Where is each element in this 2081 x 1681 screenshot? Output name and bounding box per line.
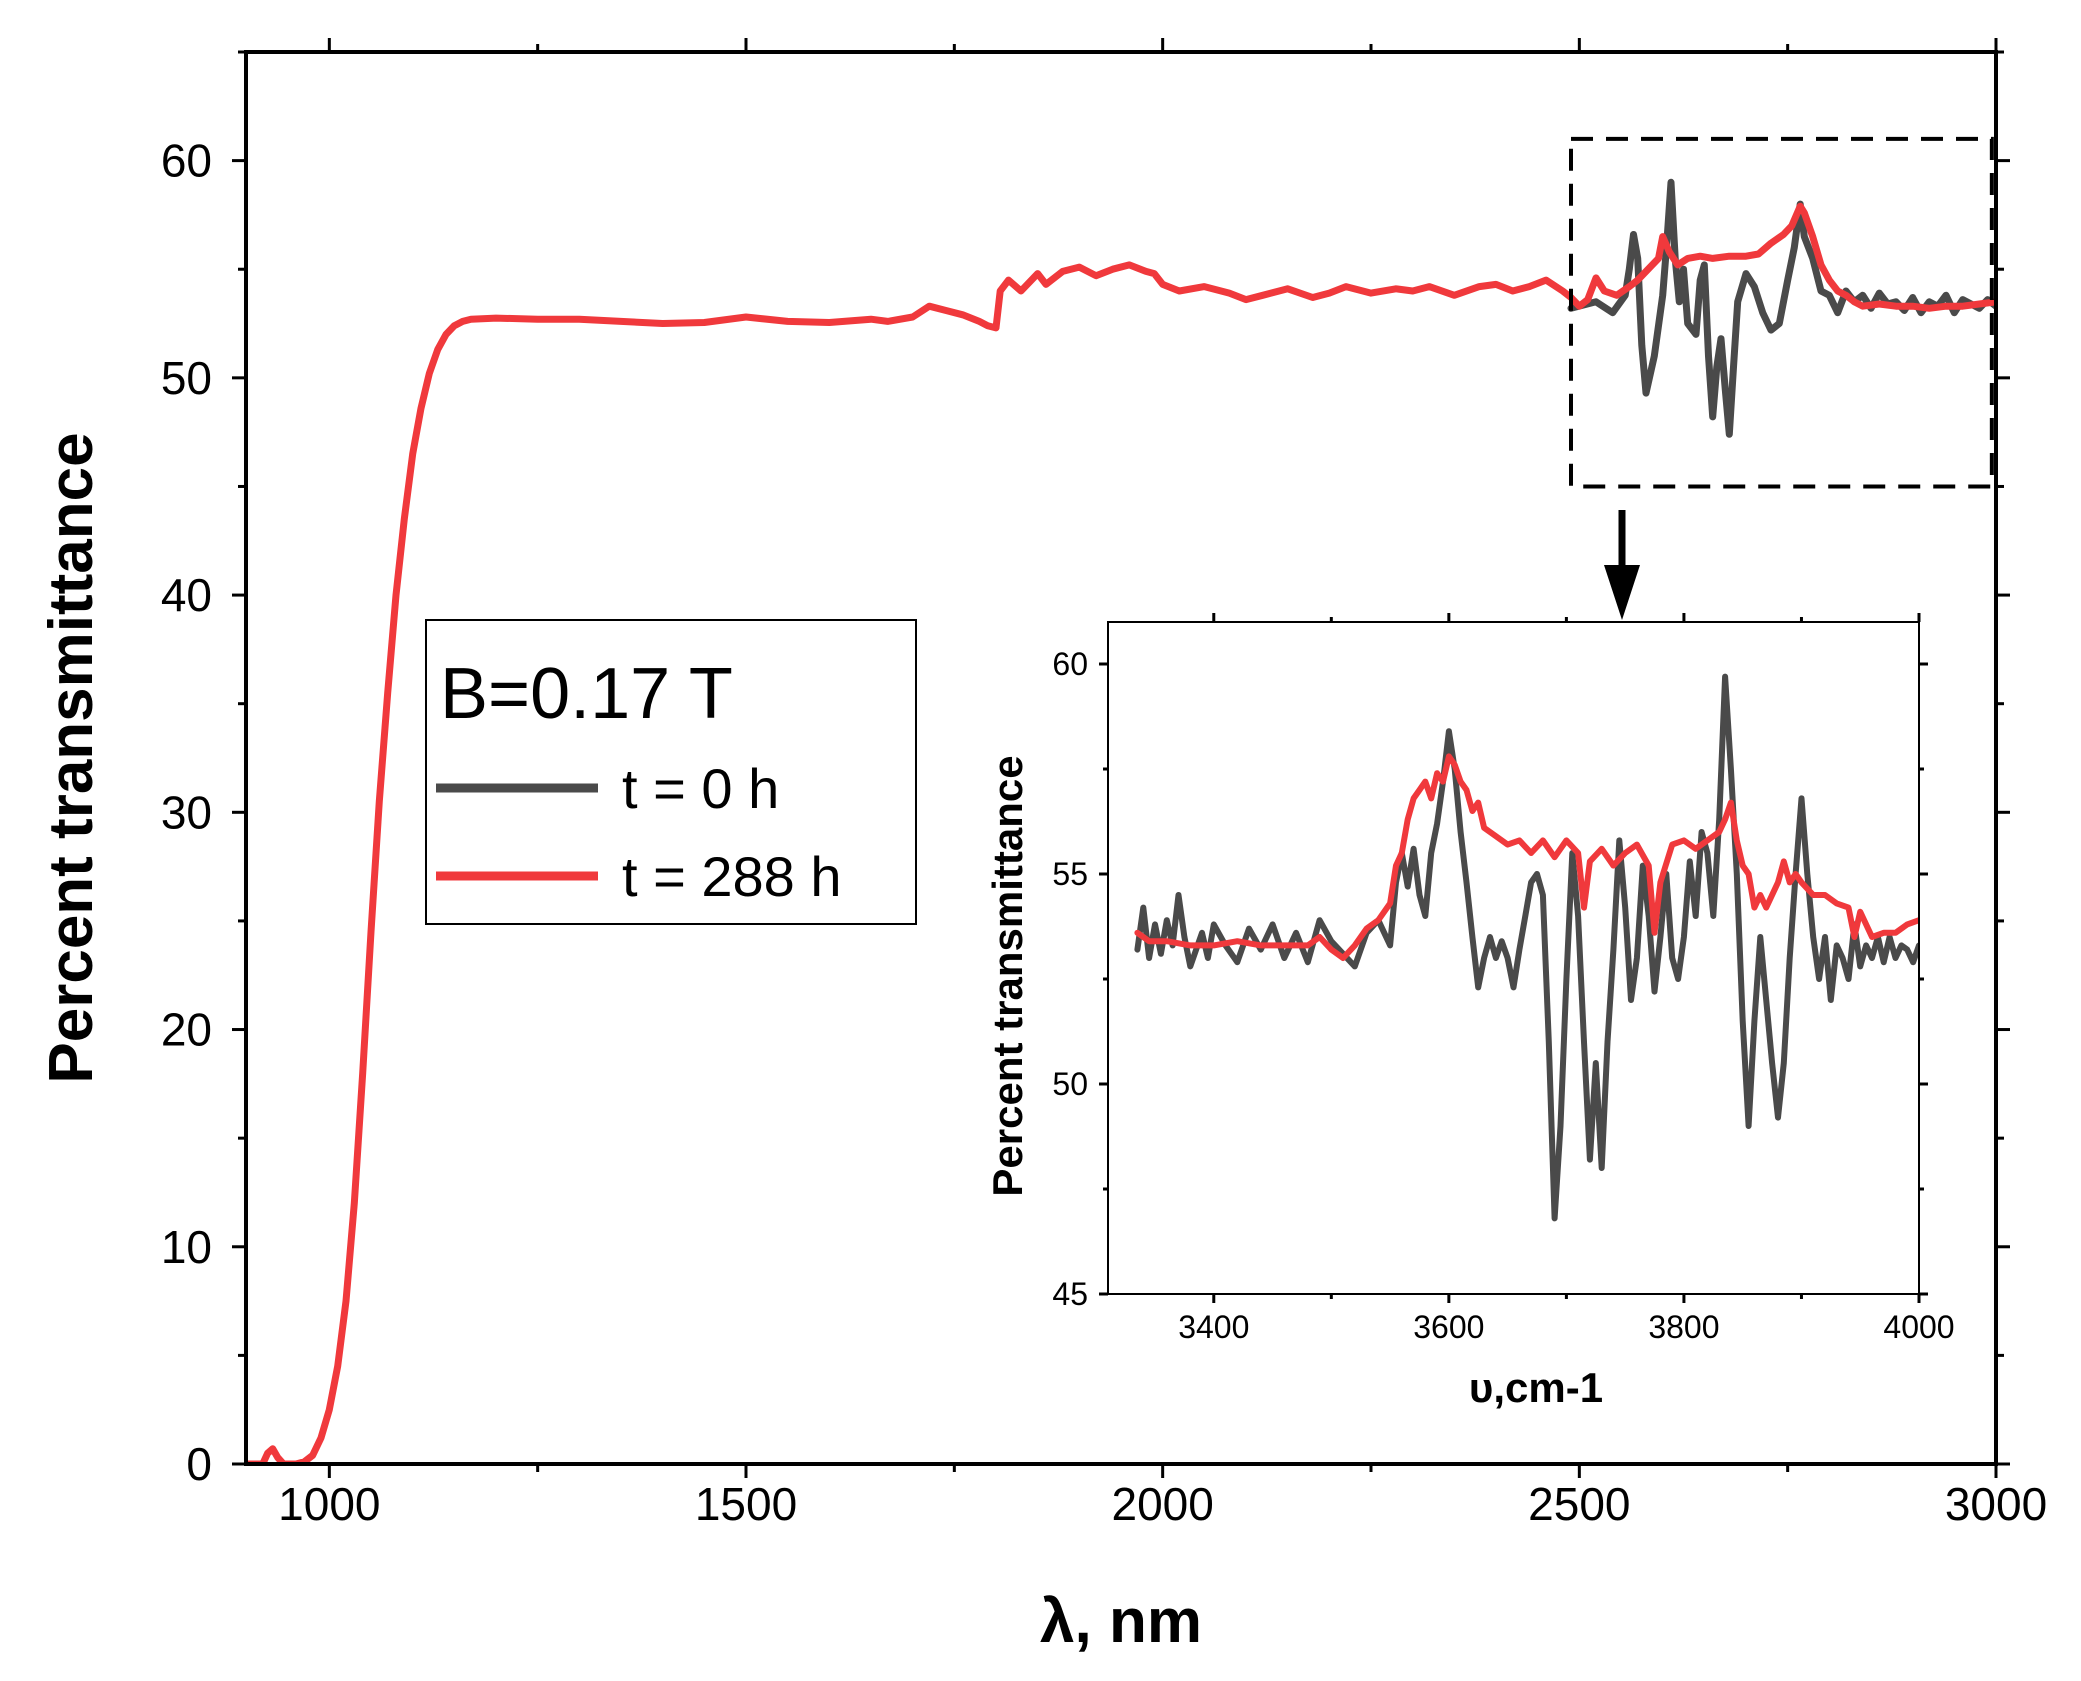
main-x-tick-label: 1000 (278, 1478, 380, 1530)
main-series-group (246, 178, 1996, 1464)
inset-y-tick-label: 60 (1052, 646, 1088, 682)
main-y-axis-ticks: 0 10 20 30 40 50 60 (161, 50, 2010, 1490)
inset-x-tick-label: 4000 (1883, 1309, 1954, 1345)
inset-y-axis-ticks: 45 50 55 60 (1052, 646, 1928, 1312)
inset-x-tick-label: 3400 (1178, 1309, 1249, 1345)
main-x-tick-label: 2500 (1528, 1478, 1630, 1530)
main-y-tick-label: 40 (161, 569, 212, 621)
legend-label-t288: t = 288 h (622, 845, 842, 908)
inset-series-group (1134, 673, 1919, 1222)
inset-x-tick-label: 3600 (1413, 1309, 1484, 1345)
main-x-axis-title: λ, nm (1040, 1587, 1202, 1656)
main-x-axis-ticks: 1000 1500 2000 2500 3000 (278, 38, 2047, 1530)
inset-y-tick-label: 45 (1052, 1276, 1088, 1312)
main-plot-frame (244, 50, 1998, 1466)
main-y-tick-label: 30 (161, 786, 212, 838)
legend: B=0.17 T t = 0 h t = 288 h (425, 619, 917, 925)
inset-x-axis-ticks: 3400 3600 3800 4000 (1178, 613, 1955, 1345)
main-x-tick-label: 3000 (1945, 1478, 2047, 1530)
inset-x-axis-title: υ,cm-1 (1469, 1364, 1603, 1411)
zoom-arrow (1604, 510, 1640, 620)
inset-y-tick-label: 50 (1052, 1066, 1088, 1102)
inset-y-tick-label: 55 (1052, 856, 1088, 892)
main-y-tick-label: 0 (186, 1438, 212, 1490)
legend-title: B=0.17 T (440, 654, 733, 734)
main-x-tick-label: 1500 (695, 1478, 797, 1530)
inset-background (1108, 622, 1919, 1294)
main-y-tick-label: 60 (161, 135, 212, 187)
inset-y-axis-title: Percent transmittance (984, 755, 1031, 1196)
inset-series-line-t288 (1134, 753, 1919, 961)
legend-label-t0: t = 0 h (622, 757, 779, 820)
main-y-axis-title: Percent transmittance (37, 432, 106, 1083)
main-chart: 1000 1500 2000 2500 3000 0 10 20 30 40 50 60 λ, nm… (37, 38, 2047, 1656)
main-y-tick-label: 10 (161, 1221, 212, 1273)
zoom-region-box (1569, 136, 1994, 489)
main-y-tick-label: 20 (161, 1004, 212, 1056)
main-x-tick-label: 2000 (1111, 1478, 1213, 1530)
inset-plot-frame (1107, 621, 1920, 1295)
main-series-line-t0 (1567, 178, 1996, 438)
main-series-line-t288 (246, 202, 1996, 1464)
main-y-tick-label: 50 (161, 352, 212, 404)
inset-chart: 3400 3600 3800 4000 45 50 55 60 υ,cm-1 Percent… (984, 613, 1955, 1411)
inset-x-tick-label: 3800 (1648, 1309, 1719, 1345)
